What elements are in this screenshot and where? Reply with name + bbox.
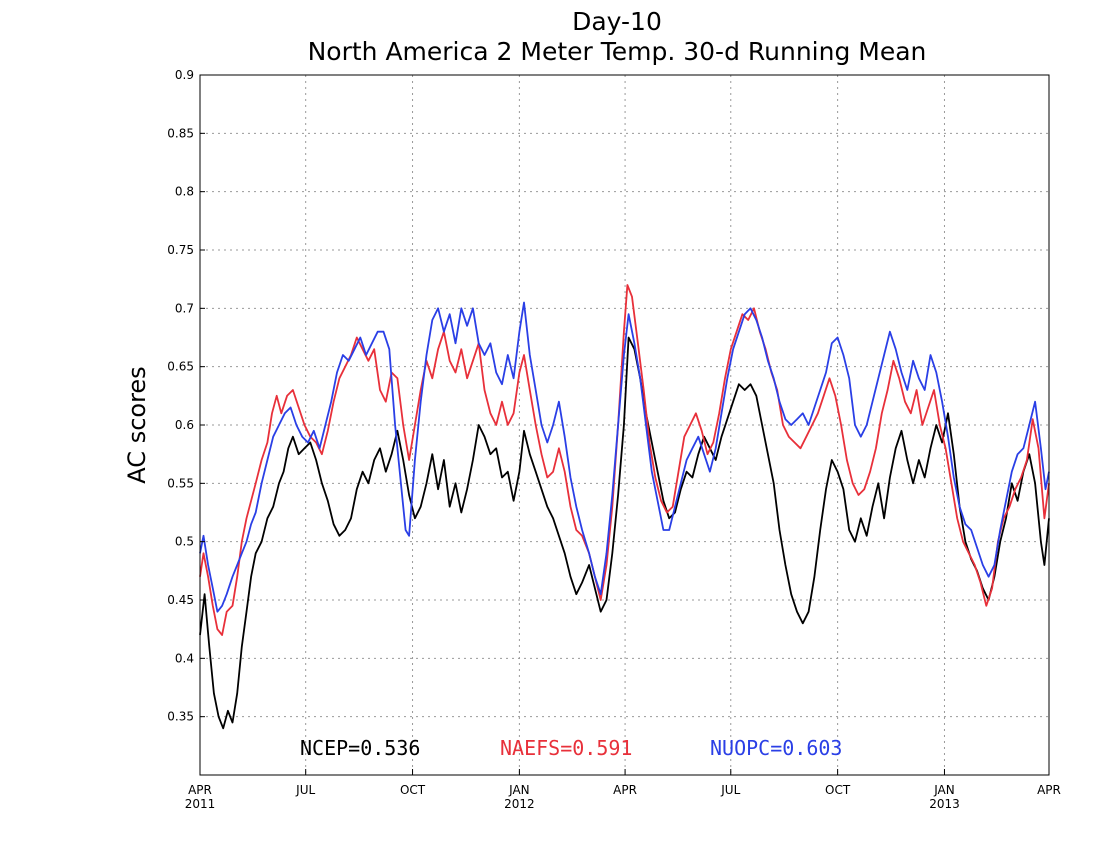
series-lines: [199, 284, 1050, 730]
series-line-nuopc: [199, 301, 1050, 613]
series-line-naefs: [199, 284, 1050, 636]
legend: NCEP=0.536 NAEFS=0.591 NUOPC=0.603: [300, 736, 842, 760]
y-tick-label: 0.9: [175, 68, 194, 82]
x-tick-year-label: 2011: [185, 797, 216, 811]
y-tick-label: 0.7: [175, 301, 194, 315]
y-tick-label: 0.5: [175, 535, 194, 549]
y-tick-label: 0.55: [167, 476, 194, 490]
x-tick-label: OCT: [400, 783, 426, 797]
legend-item-naefs: NAEFS=0.591: [500, 736, 632, 760]
y-tick-label: 0.85: [167, 126, 194, 140]
x-tick-year-label: 2013: [929, 797, 960, 811]
y-tick-label: 0.8: [175, 185, 194, 199]
x-tick-label: JAN: [933, 783, 955, 797]
x-tick-label: OCT: [825, 783, 851, 797]
y-axis-ticks: 0.35 0.4 0.45 0.5 0.55 0.6 0.65 0.7 0.75 0.8 0.85 0…: [167, 68, 205, 724]
series-line-ncep: [199, 336, 1050, 730]
y-tick-label: 0.65: [167, 360, 194, 374]
y-tick-label: 0.35: [167, 710, 194, 724]
x-tick-label: APR: [1037, 783, 1061, 797]
x-tick-label: JAN: [508, 783, 530, 797]
legend-item-nuopc: NUOPC=0.603: [710, 736, 842, 760]
y-tick-label: 0.6: [175, 418, 194, 432]
x-tick-label: APR: [188, 783, 212, 797]
chart-title: Day-10: [572, 7, 662, 36]
x-tick-label: JUL: [295, 783, 315, 797]
y-tick-label: 0.4: [175, 651, 194, 665]
y-tick-label: 0.45: [167, 593, 194, 607]
legend-item-ncep: NCEP=0.536: [300, 736, 420, 760]
chart-subtitle: North America 2 Meter Temp. 30-d Running…: [308, 37, 927, 66]
x-tick-label: JUL: [720, 783, 740, 797]
y-axis-label: AC scores: [123, 366, 151, 483]
y-tick-label: 0.75: [167, 243, 194, 257]
x-tick-year-label: 2012: [504, 797, 535, 811]
x-tick-label: APR: [613, 783, 637, 797]
